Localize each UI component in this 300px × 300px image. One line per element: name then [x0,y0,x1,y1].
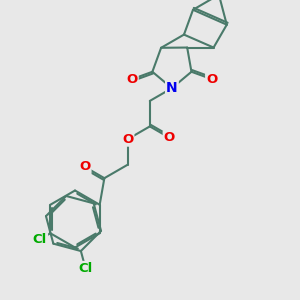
Text: Cl: Cl [33,233,47,246]
Text: N: N [166,81,178,95]
Text: O: O [127,73,138,86]
Text: Cl: Cl [78,262,93,275]
Text: O: O [164,131,175,144]
Text: O: O [79,160,91,173]
Text: O: O [122,133,134,146]
Text: O: O [206,73,218,86]
